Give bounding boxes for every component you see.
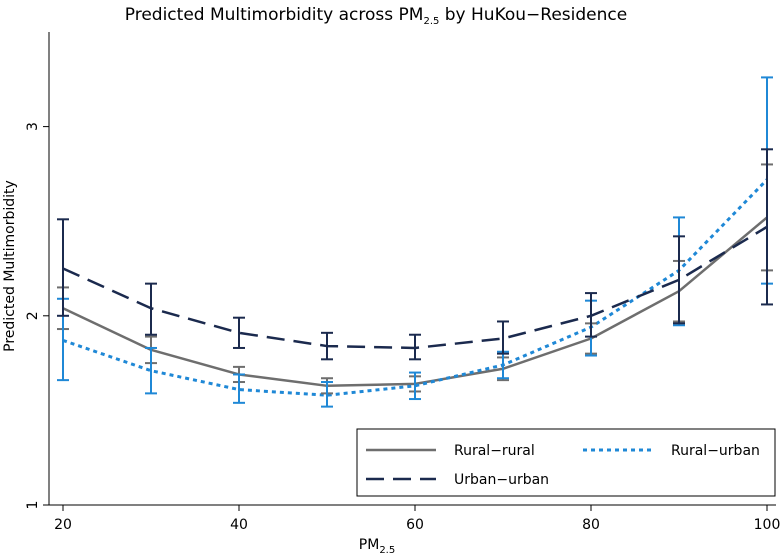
x-tick-label: 100 [754, 517, 781, 533]
y-ticks: 1 2 3 [25, 122, 49, 509]
y-tick-label: 1 [25, 501, 41, 510]
legend-label-rural-rural: Rural−rural [454, 443, 535, 459]
y-axis-title: Predicted Multimorbidity [2, 180, 18, 352]
legend: Rural−rural Rural−urban Urban−urban [356, 428, 776, 497]
legend-box [356, 428, 776, 497]
chart-title: Predicted Multimorbidity across PM2.5 by… [125, 5, 627, 27]
series-line-rural-rural [62, 216, 768, 388]
y-tick-label: 3 [25, 122, 41, 131]
x-axis-title: PM2.5 [359, 537, 395, 553]
legend-label-urban-urban: Urban−urban [454, 472, 549, 488]
x-tick-label: 60 [406, 517, 424, 533]
legend-label-rural-urban: Rural−urban [671, 443, 760, 459]
series-line-rural-urban [62, 178, 769, 397]
x-ticks: 20 40 60 80 100 [54, 505, 780, 533]
series-line-urban-urban [62, 225, 768, 350]
x-tick-label: 40 [230, 517, 248, 533]
plot-area [57, 76, 773, 408]
x-tick-label: 20 [54, 517, 72, 533]
y-tick-label: 2 [25, 311, 41, 320]
x-tick-label: 80 [582, 517, 600, 533]
